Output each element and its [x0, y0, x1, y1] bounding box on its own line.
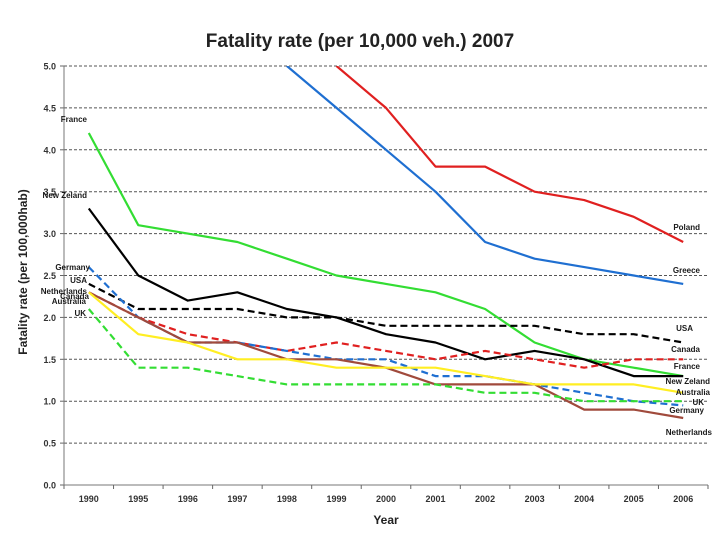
axes: 0.0 0.5 1.0 1.5 2.0 2.5 3.0 3.5 4.0 4.5 5.0 1990 199…	[43, 62, 709, 504]
series-line-netherlands	[88, 291, 684, 420]
x-tick-label: 2001	[426, 494, 446, 504]
left-label-germany: Germany	[55, 263, 90, 272]
y-tick-label: 1.5	[43, 355, 56, 365]
y-tick-label: 2.0	[43, 313, 56, 323]
series-line-new-zeland	[87, 207, 684, 378]
y-tick-label: 0.0	[43, 481, 56, 491]
x-tick-label: 1990	[79, 494, 99, 504]
series-line-greece	[286, 66, 684, 285]
left-label-usa: USA	[70, 276, 87, 285]
series-lines	[87, 66, 684, 420]
y-axis-label: Fatality rate (per 100,000hab)	[16, 189, 30, 354]
left-label-new-zeland: New Zeland	[43, 191, 88, 200]
right-label-usa: USA	[676, 324, 693, 333]
x-tick-label: 2003	[525, 494, 545, 504]
left-label-uk: UK	[74, 309, 86, 318]
series-line-canada	[88, 291, 684, 369]
left-label-france: France	[61, 115, 88, 124]
x-tick-label: 1996	[178, 494, 198, 504]
series-line-australia	[88, 291, 684, 394]
x-tick-label: 2000	[376, 494, 396, 504]
chart-title: Fatality rate (per 10,000 veh.) 2007	[206, 31, 514, 52]
y-tick-label: 1.0	[43, 397, 56, 407]
x-tick-label: 2005	[624, 494, 644, 504]
x-tick-label: 1997	[227, 494, 247, 504]
right-label-greece: Greece	[673, 266, 701, 275]
right-label-new-zeland: New Zeland	[666, 377, 711, 386]
x-tick-label: 1998	[277, 494, 297, 504]
x-tick-label: 1995	[128, 494, 148, 504]
left-label-netherlands: Netherlands	[41, 287, 88, 296]
y-tick-label: 3.0	[43, 229, 56, 239]
right-label-poland: Poland	[673, 223, 700, 232]
x-tick-label: 1999	[326, 494, 346, 504]
series-line-poland	[335, 66, 684, 243]
left-label-australia: Australia	[52, 297, 87, 306]
left-label-canada: Canada	[60, 292, 89, 301]
y-tick-label: 0.5	[43, 439, 56, 449]
y-tick-label: 4.5	[43, 103, 56, 113]
right-label-canada: Canada	[671, 345, 700, 354]
series-line-usa	[88, 282, 684, 344]
right-label-netherlands: Netherlands	[666, 428, 713, 437]
x-tick-label: 2004	[574, 494, 594, 504]
x-axis-label: Year	[373, 513, 399, 527]
y-tick-label: 5.0	[43, 62, 56, 72]
right-label-uk: UK	[692, 398, 704, 407]
gridlines	[64, 65, 708, 444]
y-tick-label: 4.0	[43, 145, 56, 155]
right-label-australia: Australia	[676, 388, 711, 397]
x-tick-label: 2006	[673, 494, 693, 504]
x-tick-label: 2002	[475, 494, 495, 504]
right-label-germany: Germany	[669, 406, 704, 415]
y-tick-label: 3.5	[43, 187, 56, 197]
right-label-france: France	[674, 362, 701, 371]
y-tick-label: 2.5	[43, 271, 56, 281]
series-line-uk	[87, 308, 684, 403]
series-line-france	[87, 132, 684, 378]
